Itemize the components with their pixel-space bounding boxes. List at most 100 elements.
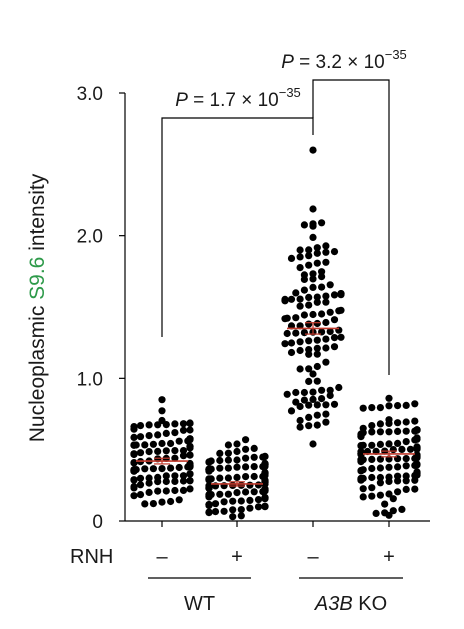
data-point <box>287 407 296 415</box>
data-point <box>394 419 402 427</box>
data-point <box>250 444 258 452</box>
data-point <box>389 495 397 503</box>
data-point <box>322 258 330 266</box>
data-point <box>246 504 254 512</box>
data-point <box>318 386 326 394</box>
data-point <box>229 513 237 521</box>
data-point <box>242 473 250 481</box>
data-point <box>335 383 343 392</box>
data-point <box>413 443 421 451</box>
data-point <box>359 485 367 493</box>
data-point <box>309 205 317 213</box>
data-point <box>296 253 304 261</box>
y-tick-label: 3.0 <box>77 84 103 105</box>
y-axis-label-post: intensity <box>26 173 49 256</box>
data-point <box>205 482 213 490</box>
data-point <box>413 426 421 434</box>
data-point <box>242 445 250 453</box>
data-point <box>376 455 384 463</box>
data-point <box>413 451 421 459</box>
data-point <box>186 485 194 493</box>
data-point <box>385 428 393 436</box>
data-point <box>283 329 291 338</box>
data-point <box>162 472 170 480</box>
p-value-exponent: −35 <box>279 85 301 100</box>
rnh-signs: – + – + <box>156 546 394 568</box>
condition-labels: WT A3B KO <box>148 577 403 615</box>
data-point <box>368 455 376 463</box>
data-point <box>154 487 162 495</box>
data-point <box>309 275 317 283</box>
mean-markers <box>136 322 415 487</box>
data-point <box>233 463 241 471</box>
data-point <box>145 488 153 496</box>
data-points <box>130 146 421 521</box>
data-point <box>237 512 245 520</box>
data-point <box>305 320 313 328</box>
data-point <box>179 447 188 455</box>
data-point <box>224 456 232 464</box>
data-point <box>229 497 237 505</box>
data-point <box>313 244 321 252</box>
data-point <box>385 419 393 427</box>
data-point <box>224 441 232 449</box>
data-point <box>250 488 258 496</box>
x-ticks <box>161 521 390 527</box>
data-point <box>296 423 304 431</box>
data-point <box>313 350 321 358</box>
data-point <box>296 338 304 346</box>
significance-bracket <box>161 117 314 337</box>
data-point <box>318 283 326 291</box>
p-value-label: P = 3.2 × 10−35 <box>281 47 407 73</box>
data-point <box>224 464 232 472</box>
data-point <box>216 449 224 457</box>
rnh-sign: + <box>383 546 395 568</box>
data-point <box>292 398 300 406</box>
data-point <box>385 490 393 498</box>
data-point <box>313 401 321 409</box>
data-point <box>368 492 376 500</box>
data-point <box>337 333 345 341</box>
data-point <box>326 327 334 336</box>
data-point <box>233 456 241 464</box>
data-point <box>402 427 410 435</box>
data-point <box>287 295 296 303</box>
data-point <box>171 454 179 462</box>
data-point <box>158 465 166 473</box>
data-point <box>372 509 380 517</box>
data-point <box>313 336 321 344</box>
data-point <box>250 463 258 471</box>
data-point <box>309 270 317 278</box>
data-point <box>216 456 224 465</box>
data-point <box>261 476 269 484</box>
data-point <box>313 249 321 257</box>
data-point <box>261 468 269 476</box>
data-point <box>130 450 138 458</box>
data-point <box>171 472 179 480</box>
data-point <box>368 441 376 449</box>
data-point <box>313 298 321 306</box>
data-point <box>359 404 367 412</box>
p-value-text: = 1.7 × 10 <box>188 90 279 111</box>
y-axis-label: Nucleoplasmic S9.6 intensity <box>26 173 49 442</box>
data-point <box>326 281 334 289</box>
data-point <box>186 459 194 468</box>
data-point <box>313 293 321 301</box>
data-point <box>318 310 326 318</box>
data-point <box>158 439 166 448</box>
significance-bracket <box>312 79 390 375</box>
data-point <box>158 407 166 415</box>
data-point <box>296 416 304 425</box>
data-point <box>330 334 339 342</box>
data-point <box>287 254 296 262</box>
y-tick-label: 1.0 <box>77 369 103 390</box>
data-point <box>220 498 228 506</box>
data-point <box>130 492 138 500</box>
data-point <box>149 500 157 508</box>
rnh-row-label: RNH <box>70 546 113 568</box>
significance-brackets: P = 1.7 × 10−35 P = 3.2 × 10−35 <box>161 47 407 375</box>
data-point <box>130 459 138 467</box>
data-point <box>330 400 339 408</box>
p-symbol: P <box>281 52 294 73</box>
data-point <box>300 396 308 404</box>
